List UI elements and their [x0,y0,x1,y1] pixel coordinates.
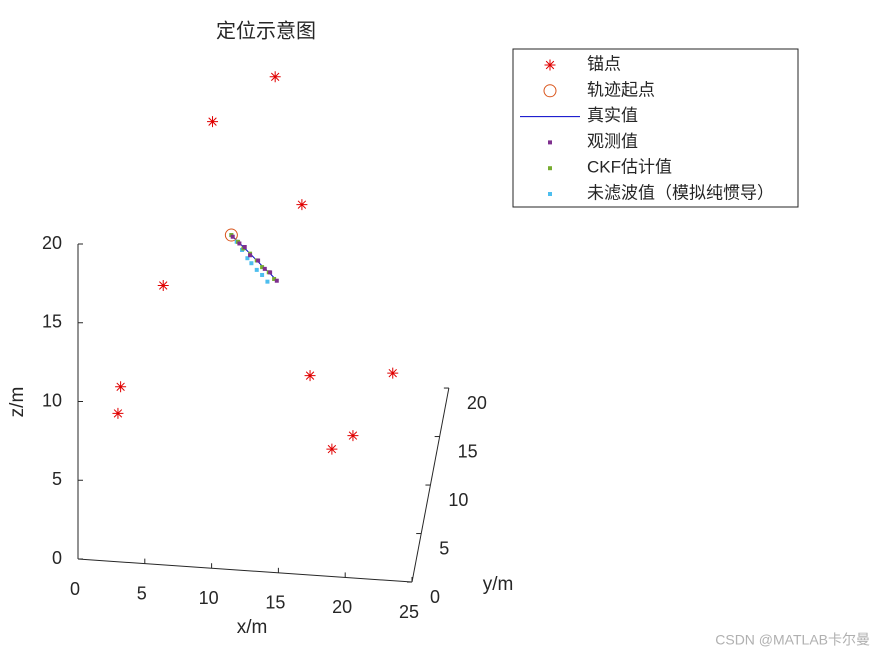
z-tick-label: 15 [42,312,62,332]
start-marker [224,228,238,242]
legend-label: 未滤波值（模拟纯惯导） [587,183,774,202]
point-marker [274,278,279,283]
anchor-marker [304,370,316,382]
z-axis-label: z/m [7,387,28,418]
x-tick-label: 25 [399,602,419,622]
point-marker [260,265,265,270]
anchor-marker [326,443,338,455]
point-marker [548,192,552,196]
y-tick-label: 15 [458,441,478,461]
x-axis-label: x/m [237,617,268,638]
point-marker [272,276,277,281]
point-marker [254,267,259,272]
y-tick-label: 0 [430,587,440,607]
point-marker [548,166,552,171]
anchor-marker [115,381,127,393]
y-tick-label: 5 [439,538,449,558]
legend-label: 轨迹起点 [587,80,655,99]
point-marker [548,140,552,145]
anchor-marker [207,116,219,128]
anchor-marker [347,430,359,442]
x-tick-label: 10 [199,588,219,608]
x-tick-label: 20 [332,597,352,617]
anchor-marker [269,71,281,83]
point-marker [268,270,273,275]
anchor-marker [157,279,169,291]
y-axis-label: y/m [483,574,514,595]
point-marker [265,279,270,284]
point-marker [237,241,242,246]
point-marker [260,272,265,277]
point-marker [242,245,247,250]
point-marker [262,266,267,271]
point-marker [230,234,235,239]
y-tick-label: 20 [467,393,487,413]
anchor-marker [112,407,124,419]
watermark: CSDN @MATLAB卡尔曼 [715,632,870,648]
z-tick-label: 20 [42,233,62,253]
chart-title: 定位示意图 [216,19,316,42]
point-marker [256,258,261,263]
legend-label: 观测值 [587,132,638,151]
z-tick-label: 0 [52,548,62,568]
z-tick-label: 10 [42,390,62,410]
x-tick-label: 0 [70,579,80,599]
legend-label: CKF估计值 [587,158,672,177]
legend-box [512,48,799,208]
y-tick-label: 10 [448,490,468,510]
z-tick-label: 5 [52,469,62,489]
point-marker [249,261,254,266]
anchor-marker [296,199,308,211]
point-marker [248,253,253,258]
anchor-marker [387,367,399,379]
point-marker [245,256,250,261]
start-marker [543,84,557,98]
legend-label: 真实值 [587,106,638,125]
x-axis [77,558,413,583]
x-tick-label: 5 [137,583,147,603]
anchor-marker [544,59,556,71]
legend-label: 锚点 [587,54,621,73]
x-tick-label: 15 [265,593,285,613]
